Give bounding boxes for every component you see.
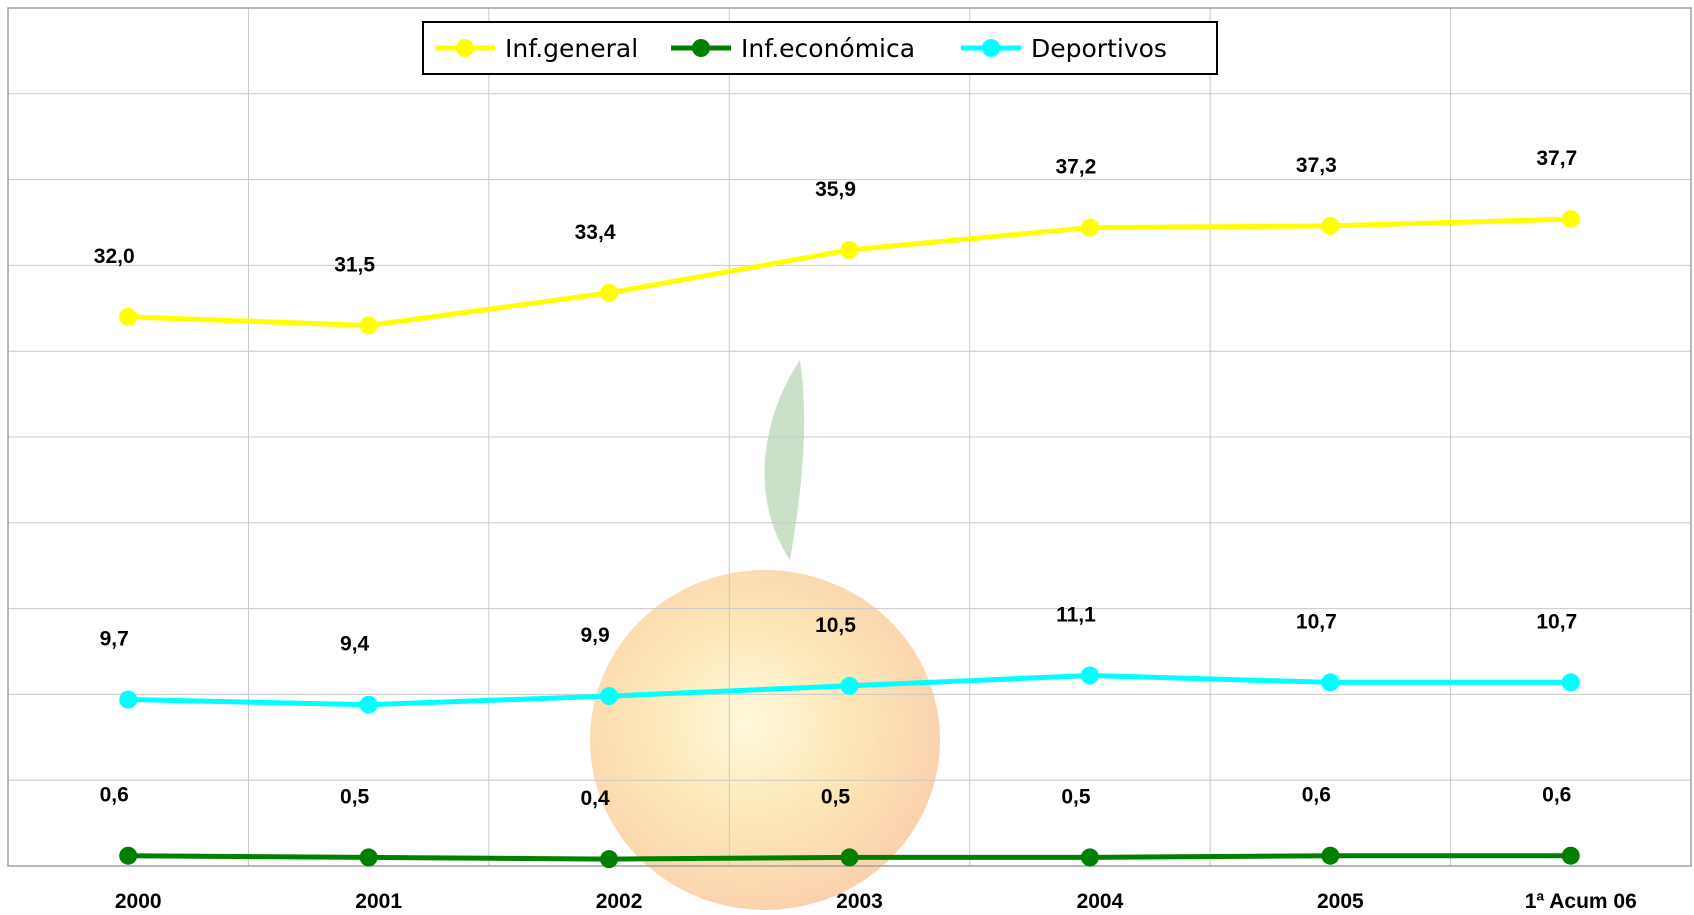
data-label-deportivos: 9,7 (100, 628, 129, 651)
data-point-inf-general (1080, 218, 1099, 237)
legend-item-deportivos: Deportivos (961, 34, 1167, 63)
legend-item-inf-general: Inf.general (435, 34, 638, 63)
data-point-inf-econ-mica (600, 850, 619, 869)
data-point-inf-general (1561, 210, 1580, 229)
x-tick-label: 2005 (1317, 890, 1364, 913)
data-label-inf-general: 33,4 (575, 221, 616, 244)
data-label-deportivos: 9,9 (580, 624, 609, 647)
legend-swatch-marker (692, 39, 710, 57)
series-inf-econ-mica (119, 846, 1580, 869)
series-layer (119, 210, 1580, 869)
legend-swatch-marker (456, 39, 474, 57)
chart-grid (8, 8, 1691, 866)
x-tick-label: 2001 (355, 890, 402, 913)
data-point-inf-general (359, 316, 378, 335)
data-point-inf-econ-mica (359, 848, 378, 867)
data-label-deportivos: 11,1 (1056, 604, 1096, 627)
data-point-inf-econ-mica (119, 846, 138, 865)
data-labels: 32,0 31,5 33,4 35,9 37,2 37,3 37,7 0,6 0,5 0,4 0,5… (94, 147, 1577, 810)
series-deportivos (119, 666, 1580, 714)
data-point-deportivos (1321, 673, 1340, 692)
data-label-inf-general: 37,2 (1055, 156, 1096, 179)
data-point-deportivos (1561, 673, 1580, 692)
data-label-inf-econ-mica: 0,4 (580, 787, 610, 810)
x-axis-tick-labels: 2000 2001 2002 2003 2004 2005 1ª Acum 06 (115, 890, 1637, 913)
x-tick-label: 1ª Acum 06 (1525, 890, 1637, 913)
data-point-deportivos (119, 690, 138, 709)
data-label-inf-general: 31,5 (334, 253, 375, 276)
data-point-deportivos (600, 687, 619, 706)
legend-item-inf-econ-mica: Inf.económica (671, 34, 915, 63)
data-point-deportivos (1080, 666, 1099, 685)
legend-box (422, 21, 1218, 75)
data-label-inf-econ-mica: 0,6 (100, 784, 129, 807)
x-tick-label: 2000 (115, 890, 162, 913)
data-label-inf-econ-mica: 0,5 (1061, 785, 1091, 808)
data-point-inf-econ-mica (840, 848, 859, 867)
data-point-inf-general (119, 307, 138, 326)
legend-label: Deportivos (1031, 34, 1167, 63)
data-label-inf-econ-mica: 0,6 (1542, 784, 1571, 807)
data-point-inf-general (600, 283, 619, 302)
data-point-deportivos (359, 695, 378, 714)
legend: Inf.general Inf.económica Deportivos (422, 21, 1218, 75)
data-label-inf-econ-mica: 0,5 (340, 785, 370, 808)
series-inf-general (119, 210, 1580, 335)
x-tick-label: 2002 (596, 890, 643, 913)
data-point-inf-econ-mica (1561, 846, 1580, 865)
data-label-deportivos: 9,4 (340, 633, 370, 656)
x-tick-label: 2004 (1077, 890, 1124, 913)
data-label-inf-general: 37,3 (1296, 154, 1337, 177)
data-point-inf-general (840, 240, 859, 259)
data-label-inf-general: 37,7 (1536, 147, 1577, 170)
orange-watermark-image (590, 360, 940, 910)
data-point-inf-econ-mica (1080, 848, 1099, 867)
data-label-inf-general: 35,9 (815, 178, 856, 201)
data-label-deportivos: 10,5 (815, 614, 856, 637)
data-point-inf-general (1321, 216, 1340, 235)
legend-label: Inf.económica (741, 34, 915, 63)
data-label-inf-econ-mica: 0,6 (1302, 784, 1331, 807)
data-point-inf-econ-mica (1321, 846, 1340, 865)
data-label-deportivos: 10,7 (1296, 610, 1337, 633)
data-label-inf-general: 32,0 (94, 245, 135, 268)
data-label-deportivos: 10,7 (1536, 610, 1577, 633)
legend-swatch-marker (982, 39, 1000, 57)
data-label-inf-econ-mica: 0,5 (821, 785, 851, 808)
legend-label: Inf.general (505, 34, 638, 63)
x-tick-label: 2003 (836, 890, 883, 913)
data-point-deportivos (840, 676, 859, 695)
